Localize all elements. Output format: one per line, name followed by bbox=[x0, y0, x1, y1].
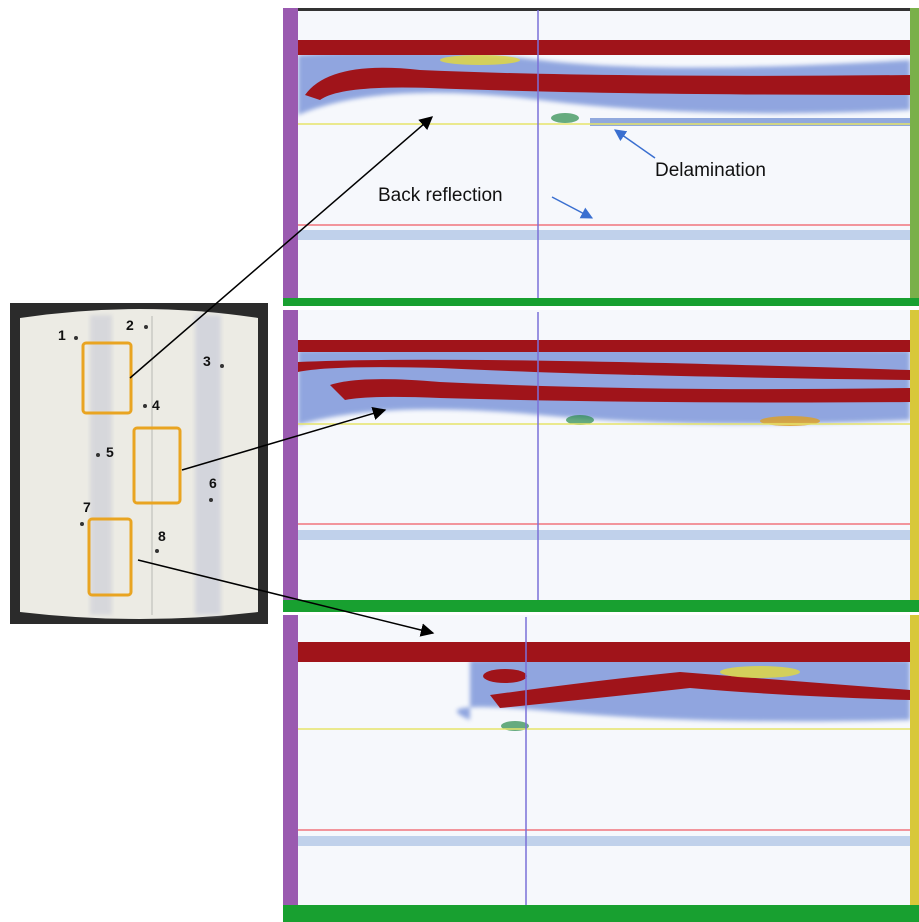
annotation: Back reflection bbox=[378, 185, 503, 206]
page: {"specimen": {"points": ["1", "2", "3", … bbox=[0, 0, 919, 922]
figure: 1 2 3 4 5 6 7 8 bbox=[0, 0, 919, 922]
back-wall-echo bbox=[298, 836, 910, 846]
point-label: 1 bbox=[58, 327, 66, 343]
back-wall-echo bbox=[298, 230, 910, 240]
point-label: 5 bbox=[106, 444, 114, 460]
bottom-scale bbox=[283, 600, 919, 612]
stringer-band bbox=[90, 315, 112, 615]
right-scale bbox=[910, 310, 919, 610]
point-dot bbox=[74, 336, 78, 340]
point-dot bbox=[220, 364, 224, 368]
point-label: 4 bbox=[152, 397, 160, 413]
point-dot bbox=[143, 404, 147, 408]
front-echo bbox=[298, 642, 910, 662]
right-scale bbox=[910, 615, 919, 922]
left-scale bbox=[283, 310, 298, 610]
echo-spot bbox=[440, 55, 520, 65]
echo-spot bbox=[551, 113, 579, 123]
point-label: 2 bbox=[126, 317, 134, 333]
back-wall-echo bbox=[298, 530, 910, 540]
bottom-scale bbox=[283, 905, 919, 922]
echo-spot bbox=[720, 666, 800, 678]
point-dot bbox=[80, 522, 84, 526]
point-label: 3 bbox=[203, 353, 211, 369]
left-scale bbox=[283, 615, 298, 922]
front-echo bbox=[298, 40, 910, 55]
b-scan bbox=[283, 310, 919, 612]
point-dot bbox=[155, 549, 159, 553]
bottom-scale bbox=[283, 298, 919, 306]
point-label: 7 bbox=[83, 499, 91, 515]
specimen-plate bbox=[20, 309, 258, 619]
point-label: 8 bbox=[158, 528, 166, 544]
point-dot bbox=[209, 498, 213, 502]
delamination-echo bbox=[590, 118, 910, 126]
annotation: Delamination bbox=[655, 160, 766, 181]
specimen-photo: 1 2 3 4 5 6 7 8 bbox=[10, 303, 268, 624]
point-dot bbox=[96, 453, 100, 457]
right-scale bbox=[910, 8, 919, 305]
b-scan bbox=[283, 8, 919, 306]
echo-spot bbox=[483, 669, 527, 683]
point-label: 6 bbox=[209, 475, 217, 491]
front-echo bbox=[298, 340, 910, 352]
point-dot bbox=[144, 325, 148, 329]
left-scale bbox=[283, 8, 298, 305]
b-scan bbox=[283, 615, 919, 922]
scan-border bbox=[283, 8, 919, 11]
